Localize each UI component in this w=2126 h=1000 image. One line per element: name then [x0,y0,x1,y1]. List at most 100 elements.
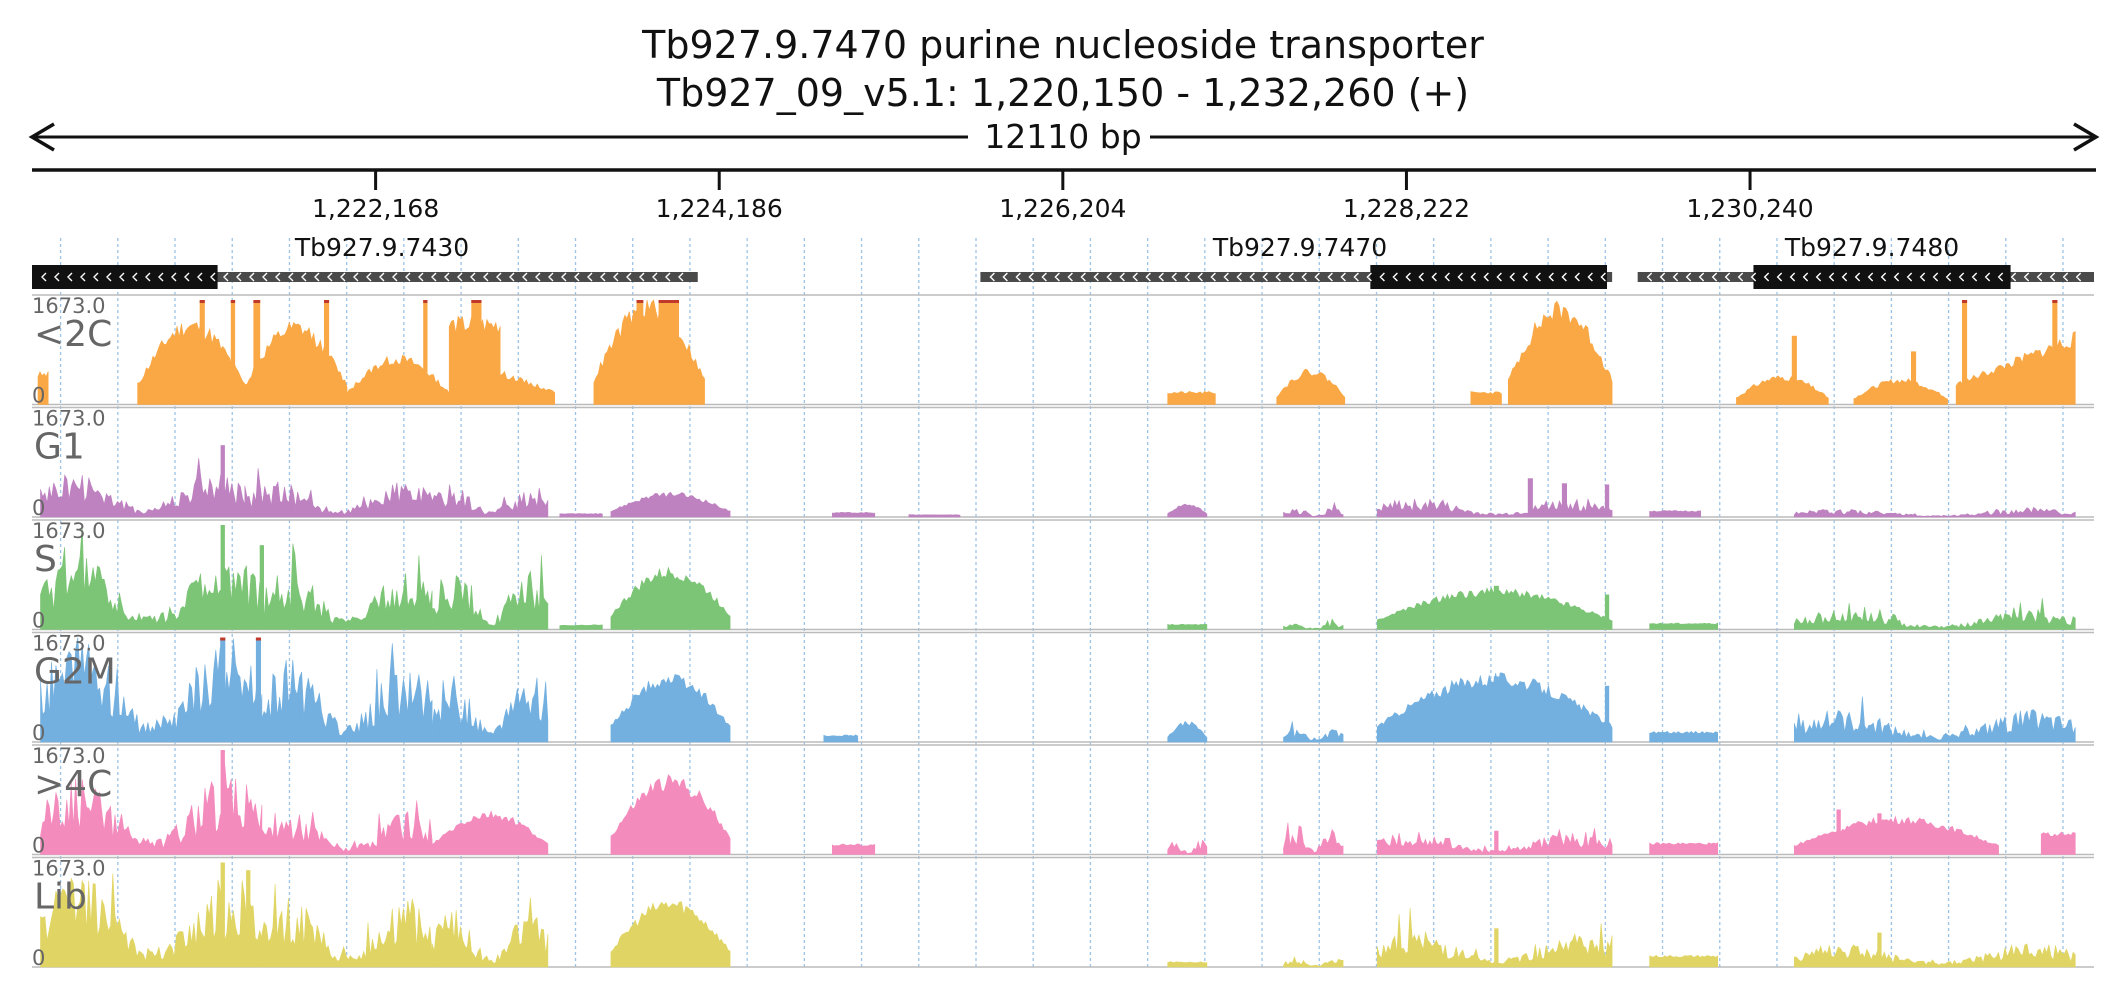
coverage-tracks: <2C1673.00G11673.00S1673.00G2M1673.00>4C… [32,294,2094,970]
coverage-spike [220,750,225,855]
coverage-spike [1527,478,1533,517]
coverage-area [1794,943,2076,968]
gene-Tb927-9-7430: Tb927.9.7430 [32,233,698,289]
coverage-area [40,637,263,743]
coverage-area [1167,720,1208,743]
coverage-area [1283,501,1344,518]
coverage-spike [1493,676,1499,742]
clip-marker [658,300,679,303]
track-scale-max: 1673.0 [32,857,105,881]
clip-marker [2052,300,2058,303]
coverage-spike [255,637,261,742]
coverage-area [593,299,705,405]
coverage-area [908,514,961,518]
coverage-area [610,674,731,743]
gene-track: Tb927.9.7430 Tb927.9.7470 Tb927.9.7480 [32,233,2094,289]
span-ruler: 12110 bp [28,117,2100,156]
axis-tick-label: 1,222,168 [312,194,439,223]
coverage-spike [471,300,482,405]
coverage-spike [1962,300,1968,405]
axis-tick-label: 1,228,222 [1343,194,1470,223]
coverage-area [244,468,433,518]
coverage-spike [1494,928,1499,967]
locus-label: Tb927_09_v5.1: 1,220,150 - 1,232,260 (+) [656,71,1469,115]
coverage-area [431,897,549,968]
coverage-spike [220,637,226,742]
coverage-area [2040,831,2076,855]
coverage-area [1649,954,1718,968]
coverage-area [1649,510,1701,518]
coverage-area [346,355,450,405]
arrowhead-left-icon [28,122,55,152]
coverage-area [823,734,859,743]
coverage-spike [220,862,225,967]
clip-marker [636,300,644,303]
coverage-spike [636,300,644,405]
coverage-area [261,800,433,855]
axis-tick-label: 1,226,204 [999,194,1126,223]
coverage-area [1376,498,1613,518]
coverage-spike [220,525,225,630]
coverage-area [1794,506,2076,518]
coverage-area [431,810,549,855]
clip-marker [1962,300,1968,303]
coverage-spike [1877,813,1882,855]
coverage-area [499,370,555,405]
gene-label: Tb927.9.7480 [1784,233,1959,262]
coverage-area [1794,696,2076,743]
gene-cds-block [1370,265,1608,289]
coverage-area [431,675,549,743]
coverage-area [1794,598,2076,630]
coverage-area [1283,721,1344,743]
coverage-spike [220,445,225,517]
track-scale-max: 1673.0 [32,519,105,543]
coverage-area [832,843,876,855]
strand-chevron-icon [41,272,684,282]
track-name-label: <2C [34,314,112,355]
coverage-spike [1561,483,1567,517]
track-scale-min: 0 [32,721,45,745]
coverage-area [1794,815,1999,855]
gene-Tb927-9-7470: Tb927.9.7470 [980,233,1613,289]
clip-marker [255,637,261,641]
track-scale-min: 0 [32,384,45,408]
coverage-spike [246,870,251,967]
coverage-spike [1493,585,1499,630]
track-scale-min: 0 [32,946,45,970]
coverage-spike [658,300,679,405]
coverage-area [40,524,263,630]
coverage-spike [1911,351,1917,405]
track-scale-min: 0 [32,496,45,520]
clip-marker [199,300,205,303]
axis-tick-label: 1,230,240 [1686,194,1813,223]
coverage-area [40,873,263,968]
coverage-area [1508,300,1613,405]
coverage-area [1167,391,1216,405]
coverage-area [1283,822,1344,855]
track-scale-max: 1673.0 [32,632,105,656]
gene-label: Tb927.9.7470 [1212,233,1387,262]
track-scale-min: 0 [32,609,45,633]
coverage-area [1955,331,2076,405]
strand-chevron-icon [1646,272,2082,282]
track-name-label: >4C [34,764,112,805]
track-scale-min: 0 [32,834,45,858]
gene-Tb927-9-7480: Tb927.9.7480 [1637,233,2094,289]
coverage-area [610,491,731,518]
span-length-label: 12110 bp [984,117,1141,156]
gridlines [59,238,2064,970]
coverage-spike [199,300,205,405]
track-name-label: S [34,539,57,580]
arrowhead-right-icon [2073,122,2100,152]
gene-cds-block [32,265,218,289]
coverage-area [40,458,246,518]
clip-marker [230,300,236,303]
figure-title: Tb927.9.7470 purine nucleoside transport… [641,23,1484,67]
coverage-area [832,511,876,518]
clip-marker [471,300,482,303]
coverage-spike [1604,594,1610,630]
coverage-area [244,321,348,405]
